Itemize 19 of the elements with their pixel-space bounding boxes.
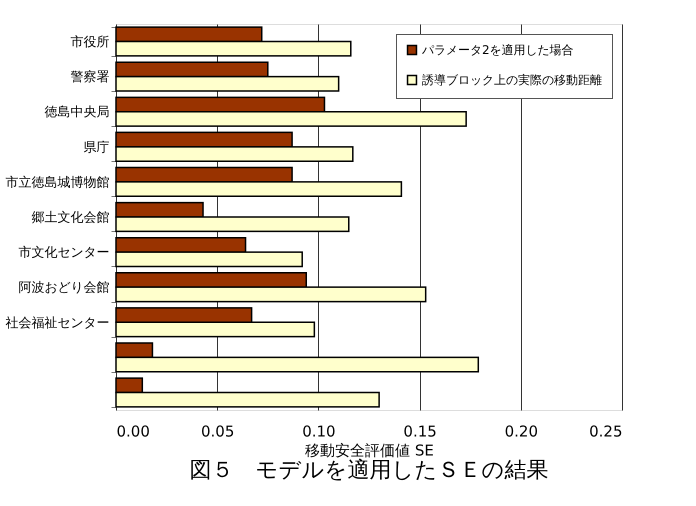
- x-tick-label: 0.20: [504, 422, 538, 440]
- y-tick-label: 市役所: [70, 35, 110, 50]
- x-tick-label: 0.05: [200, 422, 234, 440]
- x-tick-label: 0.15: [403, 422, 437, 440]
- x-axis-title: 移動安全評価値 SE: [305, 442, 434, 460]
- x-tick-label: 0.10: [302, 422, 336, 440]
- y-tick-label: 郷土文化会館: [32, 210, 110, 226]
- x-tick-label: 0.00: [116, 422, 150, 440]
- text: 図５ モデルを適用したＳＥの結果: [190, 458, 548, 483]
- y-tick-label: 徳島中央局: [44, 105, 110, 120]
- legend-label: 誘導ブロック上の実際の移動距離: [422, 73, 602, 87]
- y-tick-label: 市立徳島城博物館: [6, 174, 110, 190]
- legend-label: パラメータ2を適用した場合: [421, 43, 574, 57]
- y-tick-label: 県庁: [84, 139, 110, 156]
- y-tick-label: 市文化センター: [18, 246, 110, 261]
- y-tick-label: 警察署: [70, 69, 110, 86]
- y-tick-label: 社会福祉センター: [6, 316, 110, 331]
- y-tick-label: 阿波おどり会館: [18, 280, 110, 296]
- x-tick-label: 0.25: [589, 422, 622, 440]
